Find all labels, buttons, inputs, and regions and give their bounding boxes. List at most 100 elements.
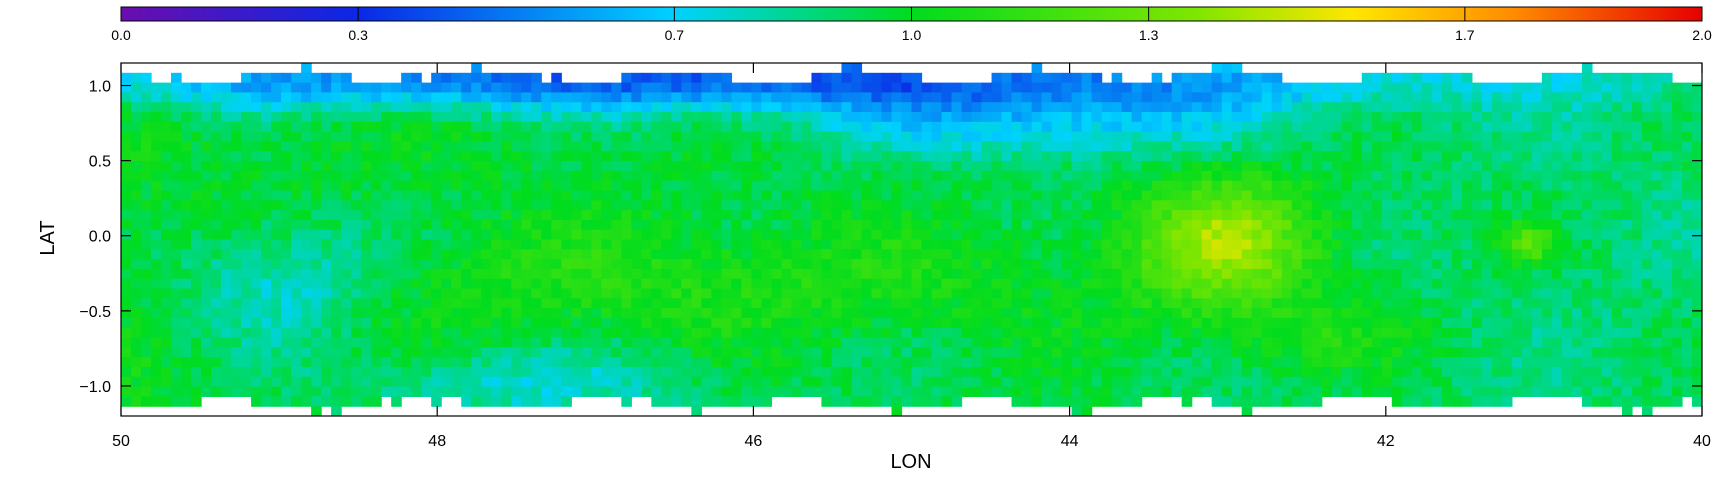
heatmap-cell — [1591, 141, 1603, 152]
heatmap-cell — [471, 347, 482, 358]
heatmap-cell — [981, 131, 993, 143]
heatmap-cell — [221, 161, 232, 172]
heatmap-cell — [1081, 161, 1093, 172]
heatmap-cell — [701, 131, 712, 143]
heatmap-cell — [191, 141, 202, 152]
heatmap-cell — [351, 121, 362, 133]
heatmap-cell — [1081, 347, 1093, 358]
heatmap-cell — [351, 278, 362, 290]
heatmap-cell — [911, 112, 923, 123]
heatmap-cell — [1541, 102, 1553, 113]
heatmap-cell — [611, 112, 622, 123]
heatmap-cell — [921, 327, 933, 339]
heatmap-cell — [1121, 298, 1133, 309]
heatmap-cell — [1391, 376, 1403, 388]
heatmap-cell — [1061, 239, 1073, 250]
heatmap-cell — [1511, 357, 1523, 368]
heatmap-cell — [1131, 82, 1143, 94]
heatmap-cell — [741, 92, 752, 103]
heatmap-cell — [1461, 121, 1473, 133]
heatmap-cell — [961, 170, 973, 182]
heatmap-cell — [1231, 249, 1243, 260]
heatmap-cell — [1151, 170, 1163, 182]
heatmap-cell — [1661, 229, 1673, 241]
heatmap-cell — [801, 298, 813, 309]
heatmap-cell — [1011, 102, 1023, 113]
heatmap-cell — [881, 337, 893, 348]
plot-area: 50 48 46 44 42 40 1.00.50.0−0.5−1.0 — [79, 62, 1711, 450]
heatmap-cell — [271, 219, 282, 231]
heatmap-cell — [1051, 92, 1063, 103]
heatmap-cell — [651, 131, 662, 143]
heatmap-cell — [1371, 161, 1383, 172]
heatmap-cell — [131, 366, 142, 378]
heatmap-cell — [281, 337, 292, 348]
heatmap-cell — [481, 161, 492, 172]
heatmap-cell — [341, 102, 352, 113]
heatmap-cell — [781, 239, 793, 250]
heatmap-cell — [1561, 366, 1573, 378]
heatmap-cell — [921, 288, 933, 299]
heatmap-cell — [161, 327, 172, 339]
heatmap-cell — [1631, 190, 1643, 201]
heatmap-cell — [1371, 170, 1383, 182]
heatmap-cell — [1111, 190, 1123, 201]
heatmap-cell — [811, 376, 823, 388]
heatmap-cell — [911, 229, 923, 241]
heatmap-cell — [131, 92, 142, 103]
heatmap-cell — [621, 219, 632, 231]
heatmap-cell — [571, 121, 582, 133]
heatmap-cell — [321, 170, 332, 182]
heatmap-cell — [1181, 141, 1193, 152]
heatmap-cell — [591, 308, 602, 319]
heatmap-cell — [691, 210, 702, 221]
heatmap-cell — [1041, 131, 1053, 143]
heatmap-cell — [1231, 288, 1243, 299]
heatmap-cell — [341, 376, 352, 388]
heatmap-cell — [901, 288, 913, 299]
heatmap-cell — [1131, 92, 1143, 103]
heatmap-cell — [1451, 317, 1463, 329]
heatmap-cell — [641, 347, 652, 358]
heatmap-cell — [1631, 161, 1643, 172]
heatmap-cell — [1341, 219, 1353, 231]
heatmap-cell — [291, 200, 302, 211]
heatmap-cell — [1541, 121, 1553, 133]
heatmap-cell — [241, 131, 252, 143]
heatmap-cell — [661, 308, 672, 319]
heatmap-cell — [201, 376, 212, 388]
heatmap-cell — [771, 259, 783, 270]
heatmap-cell — [261, 72, 272, 84]
heatmap-cell — [1531, 210, 1543, 221]
heatmap-cell — [601, 327, 612, 339]
heatmap-cell — [1191, 170, 1203, 182]
heatmap-cell — [1321, 317, 1333, 329]
heatmap-cell — [691, 131, 702, 143]
heatmap-cell — [1381, 112, 1393, 123]
heatmap-cell — [1041, 317, 1053, 329]
heatmap-cell — [1431, 357, 1443, 368]
heatmap-cell — [911, 200, 923, 211]
heatmap-cell — [151, 161, 162, 172]
heatmap-cell — [991, 366, 1003, 378]
heatmap-cell — [361, 298, 372, 309]
heatmap-cell — [1311, 317, 1323, 329]
heatmap-cell — [831, 180, 843, 192]
heatmap-cell — [401, 102, 412, 113]
heatmap-cell — [541, 376, 552, 388]
heatmap-cell — [1471, 259, 1483, 270]
heatmap-cell — [1211, 180, 1223, 192]
heatmap-cell — [341, 308, 352, 319]
heatmap-cell — [651, 141, 662, 152]
heatmap-cell — [1011, 112, 1023, 123]
heatmap-cell — [431, 82, 442, 94]
heatmap-cell — [1451, 112, 1463, 123]
heatmap-cell — [1621, 337, 1633, 348]
heatmap-cell — [751, 92, 763, 103]
heatmap-cell — [371, 308, 382, 319]
heatmap-cell — [551, 82, 562, 94]
heatmap-cell — [761, 288, 773, 299]
heatmap-cell — [1501, 337, 1513, 348]
heatmap-cell — [1211, 219, 1223, 231]
heatmap-cell — [241, 268, 252, 280]
